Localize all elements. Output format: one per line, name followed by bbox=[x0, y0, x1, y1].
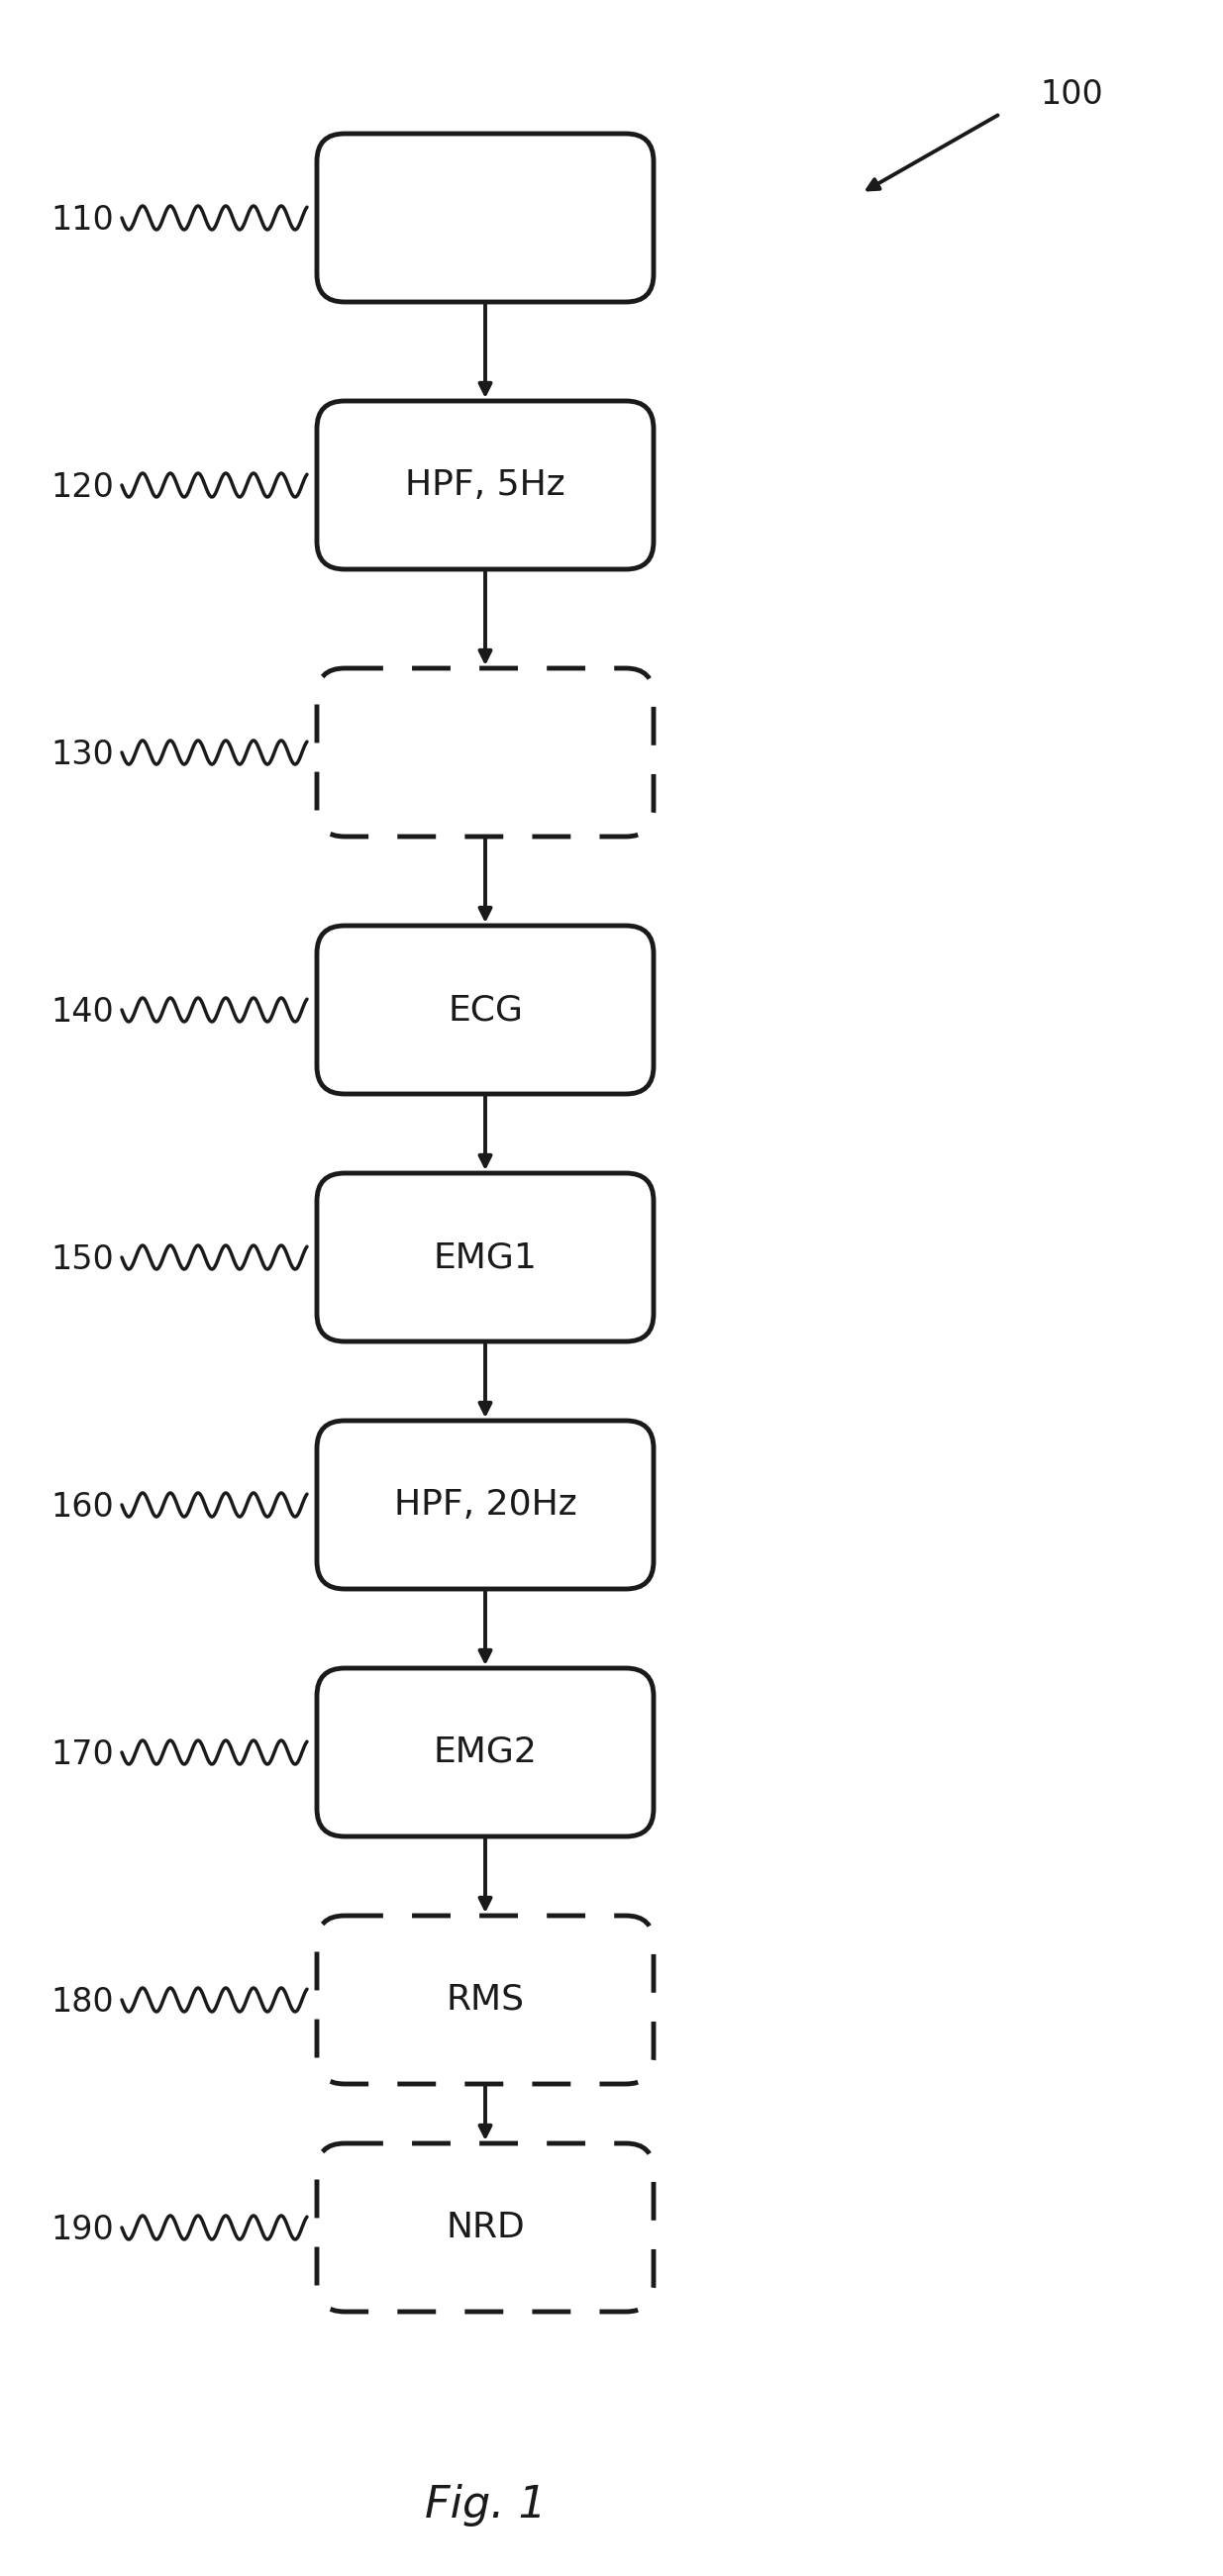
Text: 170: 170 bbox=[50, 1739, 114, 1770]
Text: 190: 190 bbox=[50, 2213, 114, 2246]
FancyBboxPatch shape bbox=[317, 925, 653, 1095]
Text: EMG2: EMG2 bbox=[433, 1736, 537, 1770]
FancyBboxPatch shape bbox=[317, 1172, 653, 1342]
FancyBboxPatch shape bbox=[317, 2143, 653, 2311]
Text: 110: 110 bbox=[50, 204, 114, 237]
Text: 180: 180 bbox=[51, 1986, 114, 2017]
Text: 140: 140 bbox=[50, 994, 114, 1028]
FancyBboxPatch shape bbox=[317, 1917, 653, 2084]
FancyBboxPatch shape bbox=[317, 402, 653, 569]
FancyBboxPatch shape bbox=[317, 134, 653, 301]
Text: EMG1: EMG1 bbox=[433, 1242, 537, 1275]
Text: HPF, 5Hz: HPF, 5Hz bbox=[405, 469, 565, 502]
Text: 150: 150 bbox=[50, 1244, 114, 1275]
Text: 160: 160 bbox=[50, 1492, 114, 1522]
Text: 120: 120 bbox=[50, 471, 114, 502]
Text: 130: 130 bbox=[50, 739, 114, 770]
Text: RMS: RMS bbox=[446, 1984, 525, 2017]
Text: Fig. 1: Fig. 1 bbox=[424, 2483, 547, 2527]
FancyBboxPatch shape bbox=[317, 1669, 653, 1837]
Text: NRD: NRD bbox=[445, 2210, 525, 2244]
Text: ECG: ECG bbox=[448, 992, 523, 1028]
Text: 100: 100 bbox=[1040, 77, 1103, 111]
FancyBboxPatch shape bbox=[317, 667, 653, 837]
Text: HPF, 20Hz: HPF, 20Hz bbox=[394, 1489, 577, 1522]
FancyBboxPatch shape bbox=[317, 1419, 653, 1589]
